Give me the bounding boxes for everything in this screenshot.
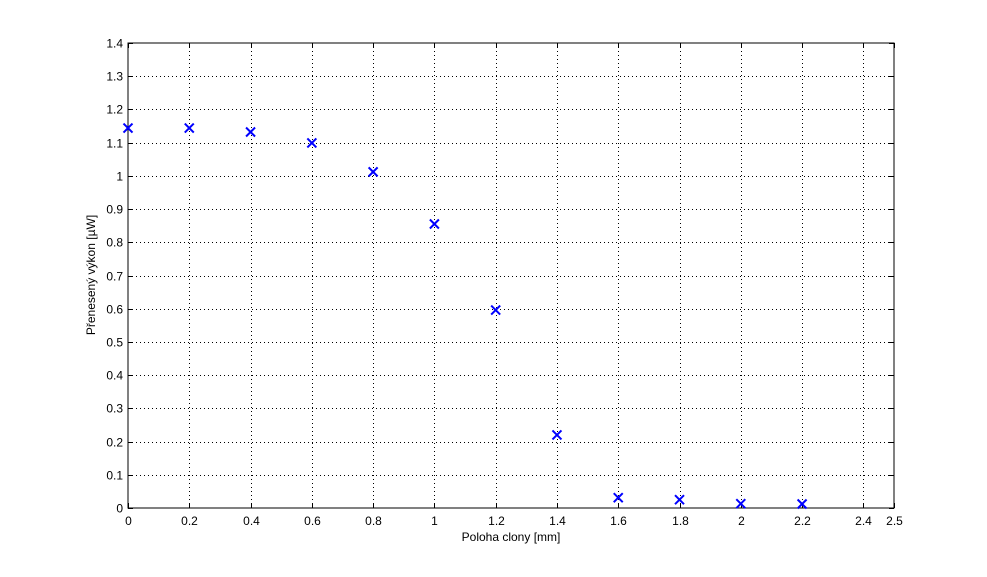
x-tick-label: 0.6	[304, 514, 321, 528]
x-tick-label: 1.8	[672, 514, 689, 528]
y-tick-label: 0.1	[106, 469, 123, 483]
x-tick-label: 2.4	[855, 514, 872, 528]
x-tick-label: 1.4	[549, 514, 566, 528]
data-point-marker	[551, 429, 563, 441]
x-tick-label: 1.6	[610, 514, 627, 528]
y-tick-label: 1.4	[106, 37, 123, 51]
y-tick-label: 0.2	[106, 436, 123, 450]
data-point-marker	[184, 122, 195, 134]
data-point-marker	[490, 304, 501, 316]
data-point-marker	[306, 137, 318, 149]
y-tick-label: 1.3	[106, 70, 123, 84]
data-point-marker	[122, 122, 134, 134]
y-tick-label: 0.7	[106, 270, 123, 284]
data-point-marker	[429, 218, 440, 230]
y-tick-label: 0.4	[106, 369, 123, 383]
x-tick-label: 2.2	[794, 514, 811, 528]
x-tick-label: 0.4	[243, 514, 260, 528]
data-point-marker	[613, 492, 624, 503]
y-tick-label: 1.2	[106, 103, 123, 117]
x-tick-label: 2	[738, 514, 745, 528]
data-point-marker	[735, 498, 747, 509]
x-tick-label: 0	[125, 514, 132, 528]
x-tick-label: 1.2	[488, 514, 505, 528]
axes-box	[127, 42, 895, 509]
x-tick-label: 0.8	[365, 514, 382, 528]
data-points	[122, 122, 808, 510]
data-point-marker	[367, 166, 379, 178]
y-tick-label: 0	[116, 502, 123, 516]
x-tick-label: 2.5	[886, 514, 903, 528]
data-point-marker	[796, 498, 808, 510]
ticks: 0 0.2 0.4 0.6 0.8 1 1.2 1.4 1.6 1.8 2 2.2 2.4 2.5 0 0.1…	[106, 37, 903, 529]
plot-area	[128, 43, 894, 508]
y-tick-label: 1	[116, 170, 123, 184]
y-tick-label: 1.1	[106, 137, 123, 151]
y-tick-label: 0.5	[106, 336, 123, 350]
y-tick-label: 0.9	[106, 203, 123, 217]
y-tick-label: 0.3	[106, 402, 123, 416]
data-point-marker	[245, 126, 256, 138]
x-axis-label: Poloha clony [mm]	[462, 530, 561, 544]
grid	[128, 43, 894, 508]
y-axis-label: Přenesený výkon [µW]	[84, 215, 98, 335]
y-tick-label: 0.8	[106, 236, 123, 250]
data-point-marker	[674, 494, 685, 505]
x-tick-label: 1	[431, 514, 438, 528]
x-tick-label: 0.2	[181, 514, 198, 528]
y-tick-label: 0.6	[106, 303, 123, 317]
